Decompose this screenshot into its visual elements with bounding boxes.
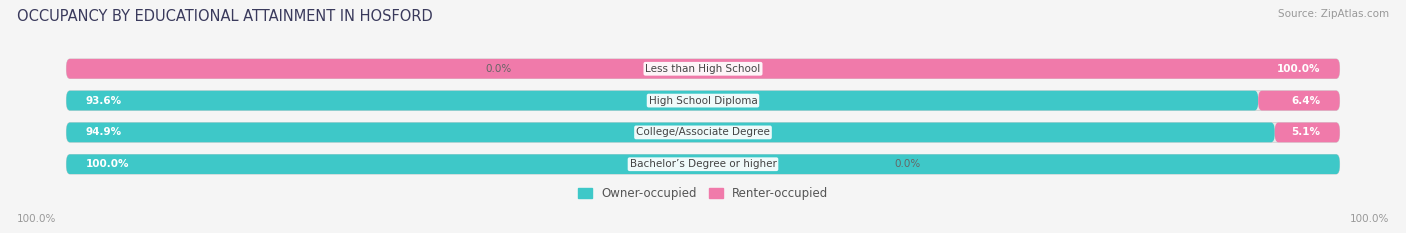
Text: 6.4%: 6.4% <box>1292 96 1320 106</box>
Text: 100.0%: 100.0% <box>17 214 56 224</box>
FancyBboxPatch shape <box>66 91 1340 110</box>
Text: 100.0%: 100.0% <box>86 159 129 169</box>
Text: Source: ZipAtlas.com: Source: ZipAtlas.com <box>1278 9 1389 19</box>
FancyBboxPatch shape <box>66 154 1340 174</box>
FancyBboxPatch shape <box>1275 123 1340 142</box>
Text: High School Diploma: High School Diploma <box>648 96 758 106</box>
Text: 94.9%: 94.9% <box>86 127 121 137</box>
Text: 100.0%: 100.0% <box>1350 214 1389 224</box>
Text: Bachelor’s Degree or higher: Bachelor’s Degree or higher <box>630 159 776 169</box>
Text: 100.0%: 100.0% <box>1277 64 1320 74</box>
FancyBboxPatch shape <box>1258 91 1340 110</box>
FancyBboxPatch shape <box>66 59 1340 79</box>
FancyBboxPatch shape <box>66 91 1258 110</box>
Text: College/Associate Degree: College/Associate Degree <box>636 127 770 137</box>
Text: Less than High School: Less than High School <box>645 64 761 74</box>
FancyBboxPatch shape <box>66 123 1340 142</box>
Legend: Owner-occupied, Renter-occupied: Owner-occupied, Renter-occupied <box>572 182 834 205</box>
Text: 0.0%: 0.0% <box>485 64 512 74</box>
FancyBboxPatch shape <box>66 59 1340 79</box>
Text: OCCUPANCY BY EDUCATIONAL ATTAINMENT IN HOSFORD: OCCUPANCY BY EDUCATIONAL ATTAINMENT IN H… <box>17 9 433 24</box>
FancyBboxPatch shape <box>66 123 1275 142</box>
FancyBboxPatch shape <box>66 154 1340 174</box>
Text: 5.1%: 5.1% <box>1292 127 1320 137</box>
Text: 0.0%: 0.0% <box>894 159 921 169</box>
Text: 93.6%: 93.6% <box>86 96 121 106</box>
